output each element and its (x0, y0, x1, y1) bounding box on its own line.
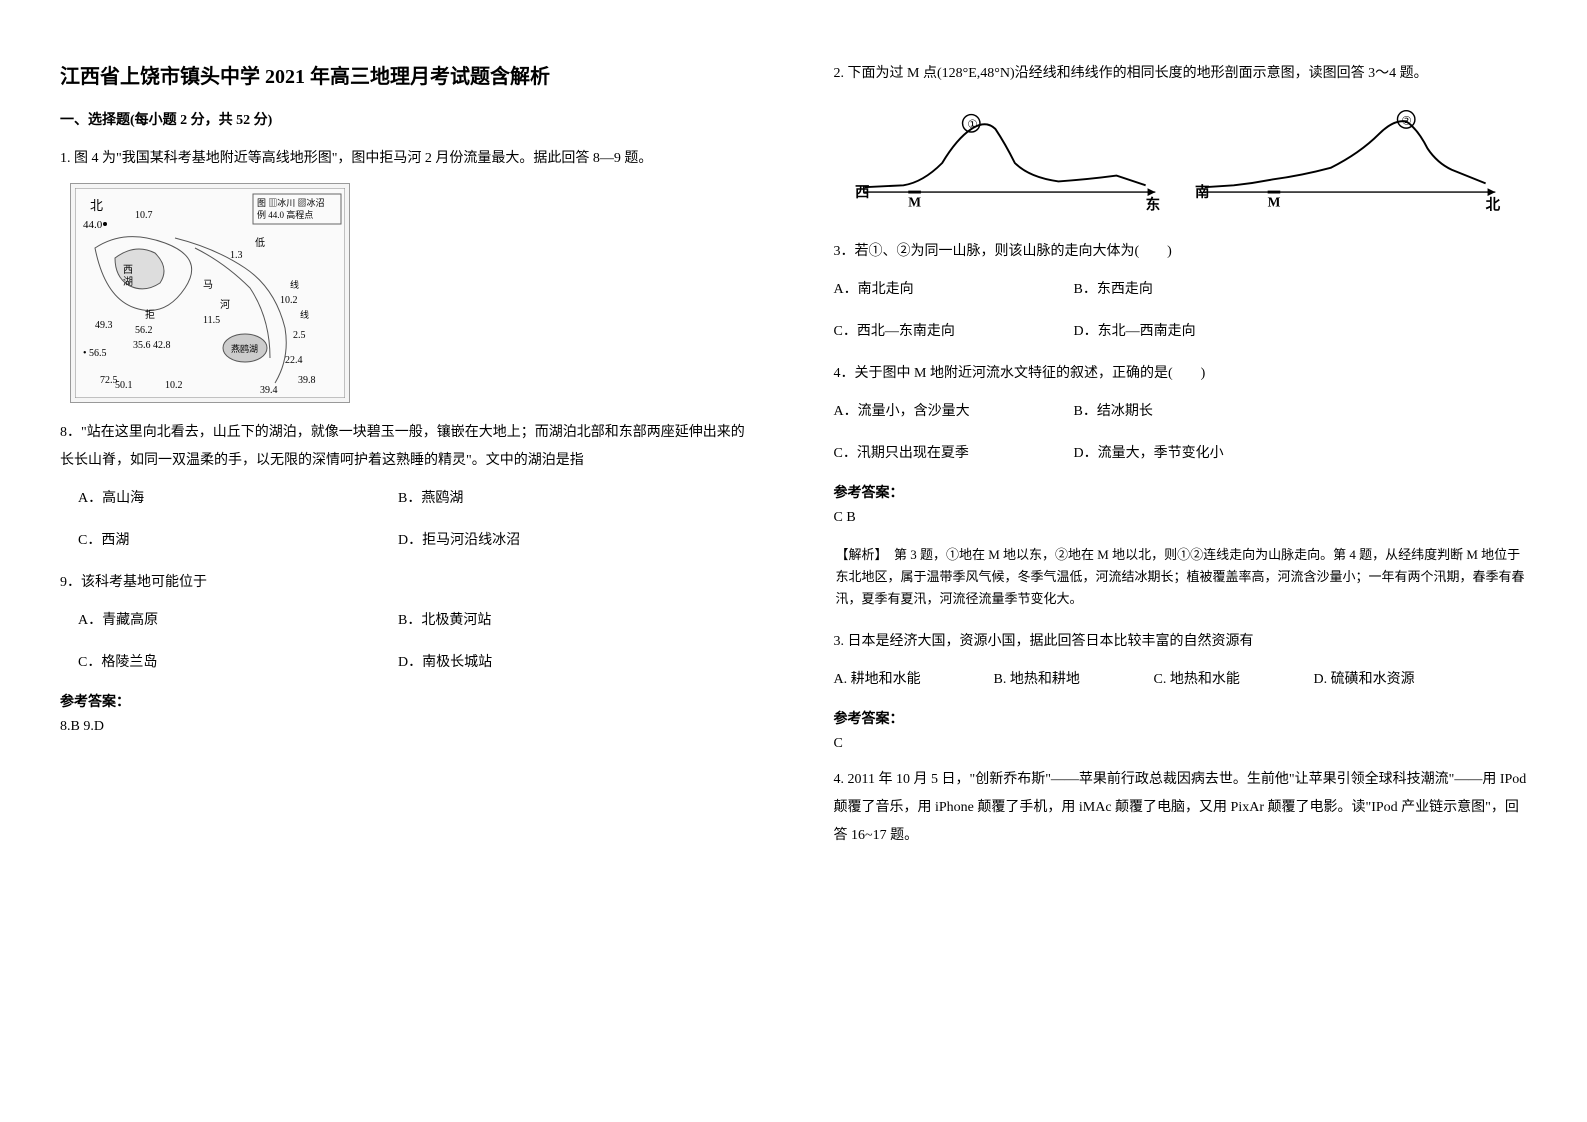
q9-optC: C．格陵兰岛 (78, 649, 358, 677)
profile-left-path (865, 124, 1146, 187)
svg-text:马: 马 (203, 279, 213, 291)
label-south: 南 (1195, 183, 1210, 201)
svg-text:1.3: 1.3 (230, 250, 243, 261)
q3-options: A. 耕地和水能 B. 地热和耕地 C. 地热和水能 D. 硫磺和水资源 (834, 666, 1528, 694)
svg-text:35.6 42.8: 35.6 42.8 (133, 340, 171, 351)
q3-optC: C. 地热和水能 (1154, 666, 1314, 694)
answer-label-2: 参考答案： (834, 482, 1528, 502)
q4s-optD: D．流量大，季节变化小 (1074, 440, 1224, 468)
q8-optD: D．拒马河沿线冰沼 (398, 527, 520, 555)
profile-chart-left: 西 东 ① M (855, 108, 1165, 218)
answer-3: C (834, 736, 1528, 752)
svg-text:10.2: 10.2 (165, 380, 183, 391)
label-m-left: M (909, 195, 922, 210)
answer-label-3: 参考答案： (834, 708, 1528, 728)
svg-text:• 56.5: • 56.5 (83, 348, 107, 359)
q9-options-row2: C．格陵兰岛 D．南极长城站 (60, 649, 754, 677)
q2-stem: 2. 下面为过 M 点(128°E,48°N)沿经线和纬线作的相同长度的地形剖面… (834, 60, 1528, 88)
q4s-row1: A．流量小，含沙量大 B．结冰期长 (834, 398, 1528, 426)
q8-optC: C．西湖 (78, 527, 358, 555)
svg-text:56.2: 56.2 (135, 325, 153, 336)
q3s-row1: A．南北走向 B．东西走向 (834, 276, 1528, 304)
label-west: 西 (855, 184, 870, 201)
svg-text:2.5: 2.5 (293, 330, 306, 341)
q9-optA: A．青藏高原 (78, 607, 358, 635)
label-east: 东 (1146, 196, 1161, 214)
q9-stem: 9．该科考基地可能位于 (60, 569, 754, 597)
label-north: 北 (1486, 197, 1501, 214)
answer-3-4: C B (834, 510, 1528, 526)
svg-text:10.2: 10.2 (280, 295, 298, 306)
q3-stem: 3. 日本是经济大国，资源小国，据此回答日本比较丰富的自然资源有 (834, 628, 1528, 656)
q1-figure: 北 44.0 10.7 图 ▥冰川 ▨冰沼 例 44.0 高程点 西 湖 49.… (60, 183, 754, 403)
svg-text:图 ▥冰川 ▨冰沼: 图 ▥冰川 ▨冰沼 (257, 197, 325, 208)
map-figure-placeholder: 北 44.0 10.7 图 ▥冰川 ▨冰沼 例 44.0 高程点 西 湖 49.… (70, 183, 350, 403)
svg-text:低: 低 (255, 236, 265, 249)
q8-optA: A．高山海 (78, 485, 358, 513)
q3-optD: D. 硫磺和水资源 (1314, 666, 1474, 694)
q1-stem: 1. 图 4 为"我国某科考基地附近等高线地形图"，图中拒马河 2 月份流量最大… (60, 145, 754, 173)
svg-text:线: 线 (290, 279, 299, 290)
svg-text:22.4: 22.4 (285, 355, 303, 366)
q3s-row2: C．西北—东南走向 D．东北—西南走向 (834, 318, 1528, 346)
svg-text:湖: 湖 (123, 276, 133, 288)
q4-stem: 4. 2011 年 10 月 5 日，"创新乔布斯"——苹果前行政总裁因病去世。… (834, 766, 1528, 850)
svg-text:河: 河 (220, 299, 230, 311)
svg-text:50.1: 50.1 (115, 380, 133, 391)
q9-optD: D．南极长城站 (398, 649, 492, 677)
q3-optA: A. 耕地和水能 (834, 666, 994, 694)
q4s-row2: C．汛期只出现在夏季 D．流量大，季节变化小 (834, 440, 1528, 468)
svg-text:燕鸥湖: 燕鸥湖 (231, 343, 258, 354)
q8-stem: 8．"站在这里向北看去，山丘下的湖泊，就像一块碧玉一般，镶嵌在大地上；而湖泊北部… (60, 419, 754, 475)
profile-right-path (1205, 121, 1486, 187)
answer-8-9: 8.B 9.D (60, 719, 754, 735)
left-column: 江西省上饶市镇头中学 2021 年高三地理月考试题含解析 一、选择题(每小题 2… (0, 0, 794, 1122)
svg-text:11.5: 11.5 (203, 315, 220, 326)
svg-text:线: 线 (300, 309, 309, 320)
q3s-stem: 3．若①、②为同一山脉，则该山脉的走向大体为( ) (834, 238, 1528, 266)
q4s-optB: B．结冰期长 (1074, 398, 1153, 426)
q9-optB: B．北极黄河站 (398, 607, 491, 635)
q3-optB: B. 地热和耕地 (994, 666, 1154, 694)
marker-2: ② (1402, 114, 1412, 127)
answer-label-1: 参考答案： (60, 691, 754, 711)
section-1-header: 一、选择题(每小题 2 分，共 52 分) (60, 109, 754, 129)
exam-title: 江西省上饶市镇头中学 2021 年高三地理月考试题含解析 (60, 60, 754, 89)
svg-text:北: 北 (90, 198, 103, 213)
right-column: 2. 下面为过 M 点(128°E,48°N)沿经线和纬线作的相同长度的地形剖面… (794, 0, 1587, 1122)
svg-text:拒: 拒 (145, 308, 155, 321)
q2-charts: 西 东 ① M 南 北 ② M (834, 108, 1528, 218)
svg-text:39.8: 39.8 (298, 375, 316, 386)
svg-text:44.0: 44.0 (83, 219, 103, 231)
label-m-right: M (1268, 195, 1281, 210)
q8-options-row1: A．高山海 B．燕鸥湖 (60, 485, 754, 513)
q8-optB: B．燕鸥湖 (398, 485, 463, 513)
contour-map-icon: 北 44.0 10.7 图 ▥冰川 ▨冰沼 例 44.0 高程点 西 湖 49.… (75, 188, 345, 398)
svg-text:西: 西 (123, 265, 133, 276)
marker-1: ① (968, 118, 978, 131)
q4s-optA: A．流量小，含沙量大 (834, 398, 1034, 426)
svg-text:49.3: 49.3 (95, 320, 113, 331)
svg-text:例 44.0 高程点: 例 44.0 高程点 (257, 209, 313, 220)
svg-text:39.4: 39.4 (260, 385, 278, 396)
q9-options-row1: A．青藏高原 B．北极黄河站 (60, 607, 754, 635)
q3s-optD: D．东北—西南走向 (1074, 318, 1196, 346)
q3s-optB: B．东西走向 (1074, 276, 1153, 304)
q4s-optC: C．汛期只出现在夏季 (834, 440, 1034, 468)
q4s-stem: 4．关于图中 M 地附近河流水文特征的叙述，正确的是( ) (834, 360, 1528, 388)
q3s-optC: C．西北—东南走向 (834, 318, 1034, 346)
explanation-3-4: 【解析】 第 3 题，①地在 M 地以东，②地在 M 地以北，则①②连线走向为山… (834, 540, 1528, 614)
profile-chart-right: 南 北 ② M (1195, 108, 1505, 218)
q8-options-row2: C．西湖 D．拒马河沿线冰沼 (60, 527, 754, 555)
q3s-optA: A．南北走向 (834, 276, 1034, 304)
svg-text:10.7: 10.7 (135, 210, 153, 221)
